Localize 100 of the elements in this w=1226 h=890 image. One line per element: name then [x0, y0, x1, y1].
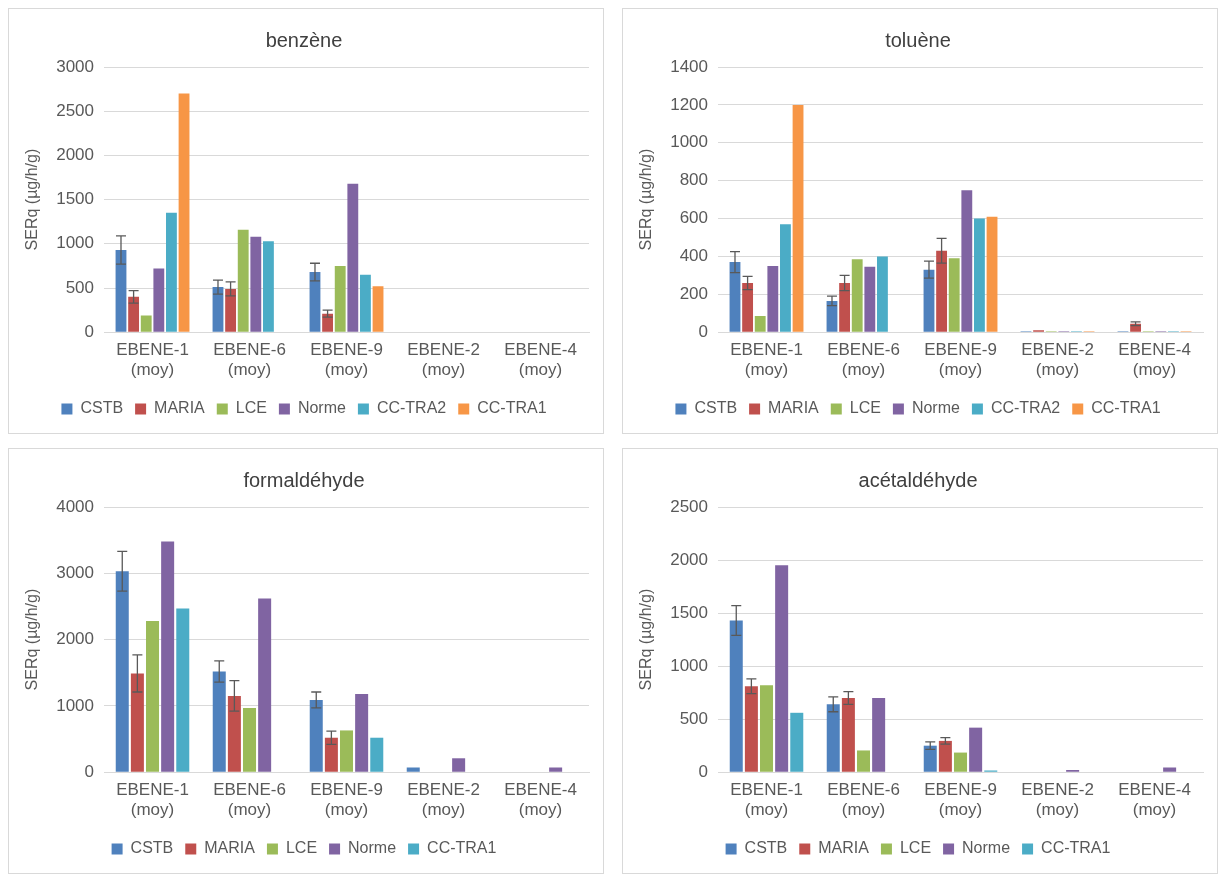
x-tick-label: EBENE-4 (moy) — [1118, 780, 1191, 820]
y-tick-label: 1400 — [670, 56, 709, 76]
bar — [790, 712, 804, 772]
y-tick-label: 4000 — [56, 496, 95, 516]
legend-label: Norme — [962, 839, 1011, 857]
x-tick-label: EBENE-4 (moy) — [504, 780, 577, 820]
y-tick-label: 1500 — [56, 189, 95, 209]
bar — [969, 727, 983, 772]
bar — [115, 571, 129, 772]
bar — [948, 258, 960, 332]
y-tick-label: 500 — [65, 277, 95, 297]
x-tick-label: EBENE-9 (moy) — [924, 780, 997, 820]
bar — [258, 598, 272, 772]
y-axis-title: SERq (µg/h/g) — [23, 148, 41, 251]
bar — [974, 218, 985, 332]
bar — [775, 565, 789, 772]
bar — [767, 265, 779, 332]
x-tick-label: EBENE-2 (moy) — [407, 780, 480, 820]
bar — [923, 745, 937, 772]
y-tick-label: 0 — [698, 761, 709, 781]
y-tick-label: 200 — [679, 284, 709, 303]
legend-label: MARIA — [154, 399, 206, 417]
bar — [936, 250, 948, 332]
x-tick-label: EBENE-1 (moy) — [730, 780, 803, 820]
bar — [729, 620, 743, 772]
bar — [324, 737, 338, 772]
legend-label: CC-TRA1 — [1091, 399, 1161, 417]
legend-label: LCE — [849, 399, 881, 417]
y-tick-label: 1500 — [670, 602, 709, 622]
y-tick-label: 2000 — [56, 145, 95, 165]
legend-label: Norme — [348, 839, 397, 857]
bar — [851, 259, 863, 332]
y-tick-label: 800 — [679, 170, 709, 190]
bar — [360, 274, 371, 332]
bar — [227, 695, 241, 772]
bar — [452, 758, 466, 772]
bar — [549, 767, 563, 772]
y-axis-title: SERq (µg/h/g) — [637, 148, 655, 251]
bar — [322, 313, 334, 332]
bar — [146, 621, 160, 772]
bar — [340, 730, 354, 772]
y-tick-label: 0 — [84, 761, 95, 781]
x-tick-label: EBENE-6 (moy) — [827, 340, 900, 380]
x-tick-label: EBENE-2 (moy) — [1021, 340, 1094, 380]
y-tick-label: 400 — [679, 246, 709, 266]
y-tick-label: 3000 — [56, 56, 95, 76]
x-tick-label: EBENE-6 (moy) — [827, 780, 900, 820]
x-tick-label: EBENE-4 (moy) — [504, 340, 577, 380]
y-axis-title: SERq (µg/h/g) — [637, 588, 655, 691]
y-tick-label: 2500 — [670, 496, 709, 516]
bar — [839, 282, 851, 332]
legend-label: CSTB — [744, 839, 788, 857]
bar — [877, 256, 888, 332]
bar — [243, 707, 257, 772]
bar — [857, 750, 871, 772]
x-tick-label: EBENE-9 (moy) — [310, 780, 383, 820]
legend-label: LCE — [285, 839, 318, 857]
y-tick-label: 1200 — [670, 94, 709, 114]
bar — [161, 541, 175, 772]
bar — [237, 229, 249, 332]
legend-label: MARIA — [768, 399, 820, 417]
legend-label: CC-TRA2 — [376, 399, 447, 417]
legend-label: MARIA — [204, 839, 256, 857]
y-tick-label: 500 — [679, 708, 709, 728]
bar — [961, 190, 973, 332]
bar — [140, 315, 152, 332]
x-tick-label: EBENE-9 (moy) — [310, 340, 383, 380]
x-tick-label: EBENE-1 (moy) — [116, 340, 189, 380]
x-tick-label: EBENE-6 (moy) — [213, 340, 286, 380]
x-tick-label: EBENE-1 (moy) — [730, 340, 803, 380]
bar — [792, 104, 804, 332]
bar — [212, 671, 226, 772]
bar — [178, 93, 190, 332]
x-tick-label: EBENE-4 (moy) — [1118, 340, 1191, 380]
bar — [372, 286, 384, 332]
legend-label: CC-TRA1 — [477, 399, 547, 417]
y-tick-label: 2500 — [56, 100, 95, 120]
y-axis-title: SERq (µg/h/g) — [23, 588, 41, 691]
legend-label: LCE — [899, 839, 932, 857]
bar — [760, 685, 774, 772]
bar — [864, 266, 876, 332]
bar — [309, 699, 323, 772]
bar — [406, 767, 420, 772]
chart-title: benzène — [265, 28, 343, 51]
y-tick-label: 0 — [84, 321, 95, 341]
legend-label: CC-TRA2 — [990, 399, 1061, 417]
y-tick-label: 2000 — [670, 549, 709, 569]
bar — [370, 737, 384, 772]
y-tick-label: 1000 — [56, 695, 95, 715]
bar — [225, 288, 237, 332]
legend-label: CSTB — [130, 839, 174, 857]
x-tick-label: EBENE-6 (moy) — [213, 780, 286, 820]
bar — [826, 704, 840, 772]
legend-label: MARIA — [818, 839, 870, 857]
bar — [153, 268, 165, 332]
bar — [1163, 767, 1177, 772]
bar — [744, 686, 758, 772]
legend-label: Norme — [911, 399, 960, 417]
legend-label: CC-TRA1 — [427, 839, 497, 857]
legend-label: Norme — [297, 399, 346, 417]
